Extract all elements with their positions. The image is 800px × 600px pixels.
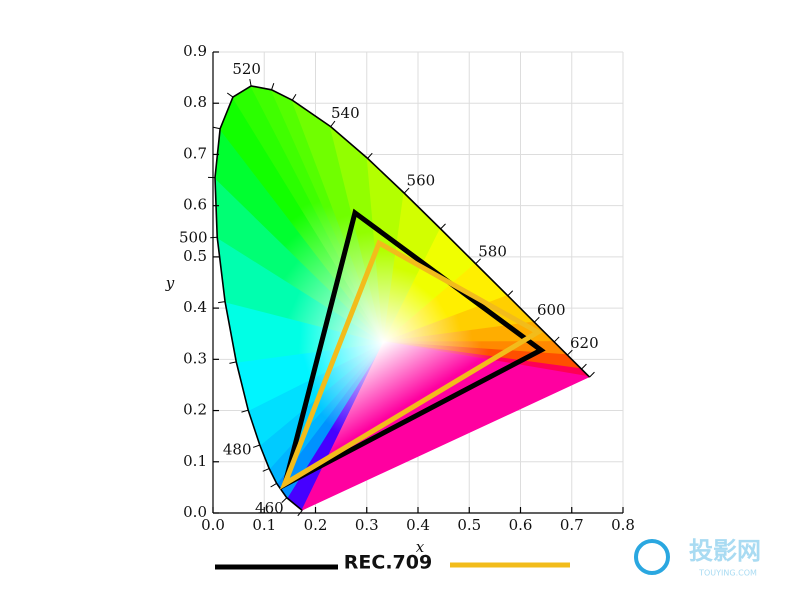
wavelength-tick xyxy=(270,482,277,488)
wavelength-tick xyxy=(210,236,218,239)
wavelength-label: 480 xyxy=(223,440,252,458)
y-tick-label: 0.6 xyxy=(183,196,207,214)
wavelength-tick xyxy=(475,258,481,265)
y-tick-label: 0.8 xyxy=(183,93,207,111)
y-tick-label: 0.7 xyxy=(183,144,207,162)
spectral-locus xyxy=(214,85,591,512)
watermark-name: 投影网 xyxy=(689,537,761,565)
wavelength-label: 540 xyxy=(331,104,360,122)
wavelength-tick xyxy=(297,510,303,517)
gamut-fill xyxy=(214,85,590,511)
wavelength-tick xyxy=(367,152,373,159)
x-tick-label: 0.6 xyxy=(509,516,533,534)
wavelength-tick xyxy=(581,363,587,370)
wavelength-label: 560 xyxy=(407,172,436,190)
wavelength-tick xyxy=(330,120,336,127)
wavelength-tick xyxy=(253,444,260,448)
wavelength-tick xyxy=(262,468,270,472)
wavelength-label: 520 xyxy=(232,60,261,78)
y-tick-label: 0.1 xyxy=(183,452,207,470)
x-tick-label: 0.0 xyxy=(201,516,225,534)
wavelength-tick xyxy=(271,83,275,90)
wavelength-tick xyxy=(218,301,226,304)
wavelength-label: 500 xyxy=(179,229,208,247)
legend-label: REC.709 xyxy=(344,552,432,574)
watermark-logo xyxy=(634,539,670,575)
plot: 0.0 0.1 0.2 0.3 0.4 0.5 0.6 0.7 0.8 0.0 0.1 0.2 0.3 0… xyxy=(179,42,635,570)
wavelength-tick xyxy=(440,223,446,230)
x-tick-label: 0.3 xyxy=(355,516,379,534)
watermark-site: TOUYING.COM xyxy=(698,569,757,578)
y-tick-label: 0.2 xyxy=(183,401,207,419)
wavelength-tick xyxy=(553,336,560,343)
x-tick-label: 0.7 xyxy=(560,516,584,534)
y-tick-label: 0.0 xyxy=(183,503,207,521)
wavelength-tick xyxy=(589,371,595,378)
wavelength-label: 600 xyxy=(537,301,566,319)
wavelength-tick xyxy=(213,126,221,130)
y-tick-label: 0.4 xyxy=(183,298,207,316)
wavelength-tick xyxy=(229,361,237,364)
x-tick-label: 0.2 xyxy=(304,516,328,534)
wavelength-tick xyxy=(281,497,288,503)
x-tick-label: 0.4 xyxy=(406,516,430,534)
wavelength-tick xyxy=(567,349,573,356)
wavelength-tick xyxy=(226,92,234,98)
wavelength-label: 460 xyxy=(255,499,284,517)
x-tick-label: 0.5 xyxy=(457,516,481,534)
wavelength-tick xyxy=(403,187,410,194)
wavelength-tick xyxy=(249,78,252,87)
x-tick-label: 0.8 xyxy=(611,516,635,534)
y-tick-label: 0.9 xyxy=(183,42,207,60)
y-tick-label: 0.5 xyxy=(183,247,207,265)
x-axis-label: x xyxy=(416,538,425,556)
wavelength-tick xyxy=(507,290,514,297)
wavelength-label: 580 xyxy=(478,242,507,260)
gamut-triangle xyxy=(279,239,543,490)
wavelength-tick xyxy=(241,409,249,413)
wavelength-label: 620 xyxy=(570,334,599,352)
y-axis-label: y xyxy=(165,274,175,292)
wavelength-tick xyxy=(533,316,540,323)
y-tick-label: 0.3 xyxy=(183,349,207,367)
x-tick-label: 0.1 xyxy=(252,516,276,534)
wavelength-tick xyxy=(291,93,297,101)
